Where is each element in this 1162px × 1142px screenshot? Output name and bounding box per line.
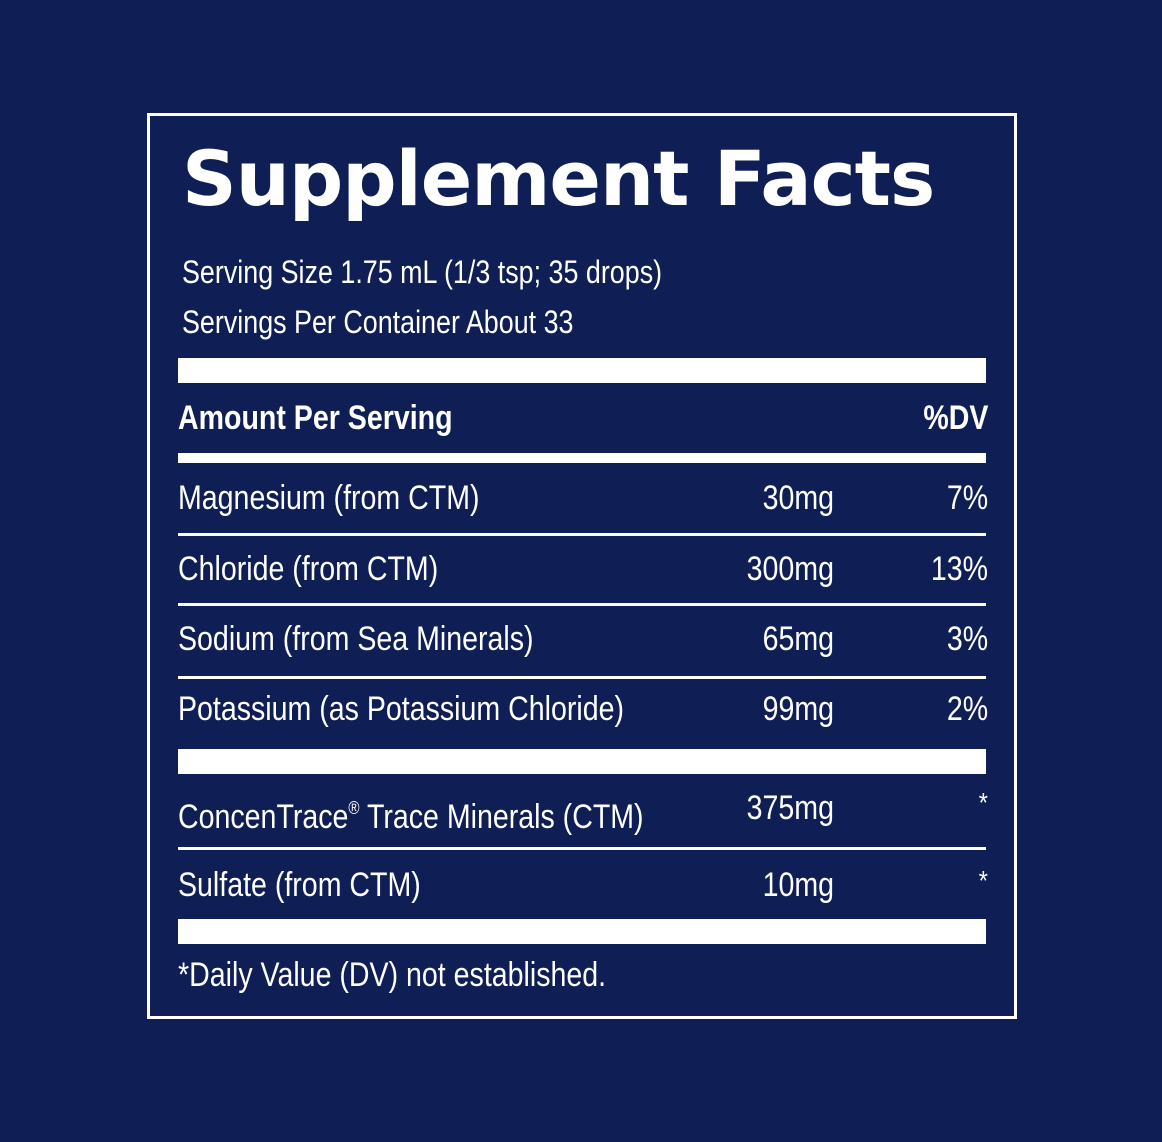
label-title: Supplement Facts (182, 134, 935, 223)
nutrient-amount-sodium: 65mg (762, 620, 834, 658)
row-divider (178, 847, 986, 850)
nutrient-name-potassium: Potassium (as Potassium Chloride) (178, 690, 625, 728)
nutrient-amount-chloride: 300mg (746, 550, 834, 588)
footnote: *Daily Value (DV) not established. (178, 956, 607, 994)
concentrace-suffix: Trace Minerals (CTM) (359, 798, 644, 836)
row-divider (178, 533, 986, 536)
divider-header (178, 453, 986, 463)
nutrient-dv-chloride: 13% (930, 550, 988, 588)
nutrient-amount-concentrace: 375mg (746, 789, 834, 827)
nutrient-name-sulfate: Sulfate (from CTM) (178, 866, 421, 904)
nutrient-name-chloride: Chloride (from CTM) (178, 550, 439, 588)
nutrient-dv-sulfate: * (978, 865, 988, 896)
serving-size: Serving Size 1.75 mL (1/3 tsp; 35 drops) (182, 254, 663, 290)
nutrient-amount-sulfate: 10mg (762, 866, 834, 904)
servings-per-container: Servings Per Container About 33 (182, 304, 574, 340)
supplement-facts-panel: Supplement Facts Serving Size 1.75 mL (1… (147, 113, 1017, 1019)
nutrient-amount-potassium: 99mg (762, 690, 834, 728)
header-dv: %DV (922, 399, 988, 437)
registered-mark: ® (348, 798, 360, 818)
nutrient-dv-potassium: 2% (946, 690, 988, 728)
concentrace-brand: ConcenTrace (178, 798, 349, 836)
nutrient-name-concentrace: ConcenTrace® Trace Minerals (CTM) (178, 786, 644, 839)
divider-thick-bottom (178, 919, 986, 944)
divider-thick-middle (178, 749, 986, 774)
nutrient-name-sodium: Sodium (from Sea Minerals) (178, 620, 534, 658)
divider-thick-top (178, 358, 986, 383)
nutrient-dv-concentrace: * (978, 787, 988, 818)
row-divider (178, 603, 986, 606)
nutrient-amount-magnesium: 30mg (762, 479, 834, 517)
header-amount-per-serving: Amount Per Serving (178, 399, 453, 437)
row-divider (178, 676, 986, 679)
nutrient-dv-magnesium: 7% (946, 479, 988, 517)
nutrient-name-magnesium: Magnesium (from CTM) (178, 479, 480, 517)
nutrient-dv-sodium: 3% (946, 620, 988, 658)
